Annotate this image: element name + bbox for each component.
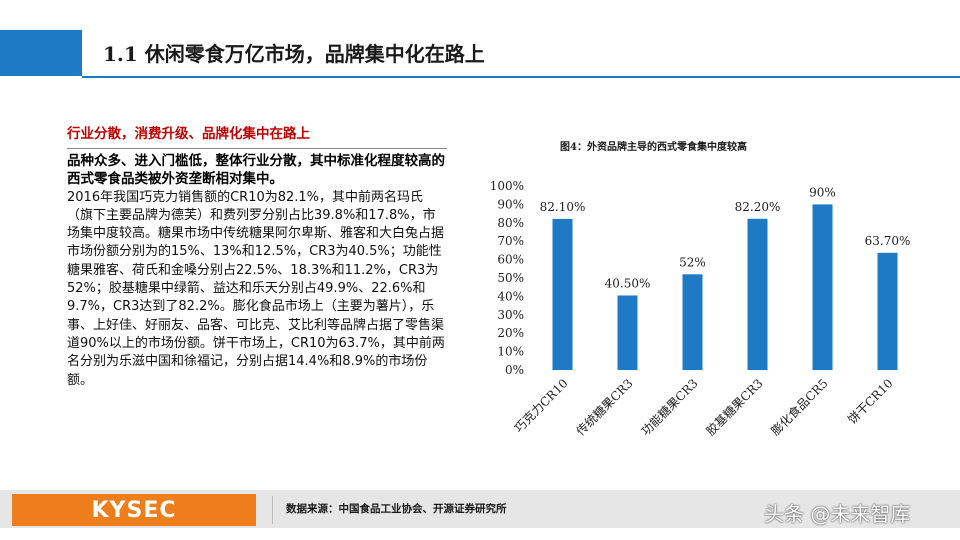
body-paragraph: 2016年我国巧克力销售额的CR10为82.1%，其中前两名玛氏（旗下主要品牌为… [67,189,445,388]
header-bar [0,30,960,76]
x-tick-label: 巧克力CR10 [512,376,571,435]
lead-paragraph: 品种众多、进入门槛低，整体行业分散，其中标准化程度较高的西式零食品类被外资垄断相… [67,153,445,188]
data-source: 数据来源：中国食品工业协会、开源证券研究所 [286,503,507,515]
bar [617,295,638,370]
footer-divider [272,496,273,524]
y-tick-label: 30% [497,308,524,322]
y-tick-label: 20% [497,326,524,340]
data-label: 40.50% [605,276,651,290]
kysec-logo: KYSEC [12,494,256,526]
chart-title: 图4：外资品牌主导的西式零食集中度较高 [560,142,747,153]
data-label: 82.20% [735,200,781,214]
bar [747,218,768,370]
logo-text: KYSEC [91,497,177,523]
data-label: 82.10% [540,200,586,214]
x-tick-label: 膨化食品CR5 [768,376,831,439]
y-tick-label: 0% [505,363,524,377]
data-label: 63.70% [865,234,911,248]
left-text-column: 行业分散，消费升级、品牌化集中在路上 品种众多、进入门槛低，整体行业分散，其中标… [67,124,457,390]
y-tick-label: 100% [490,179,524,193]
y-tick-label: 90% [497,197,524,211]
header-underline [82,76,960,78]
section-subhead: 行业分散，消费升级、品牌化集中在路上 [67,126,310,142]
header-accent-block [0,30,82,76]
bar [682,274,703,370]
bar-chart: 0% 10% 20% 30% 40% 50% 60% 70% 80% 90% 100% 82.10% 巧… [490,179,911,439]
x-tick-label: 传统糖果CR3 [573,376,636,439]
bar [877,252,898,370]
x-tick-label: 胶基糖果CR3 [703,376,766,439]
page-title: 1.1 休闲零食万亿市场，品牌集中化在路上 [103,42,485,66]
subhead-divider [67,148,447,149]
y-tick-label: 40% [497,289,524,303]
data-label: 90% [809,185,836,199]
y-tick-label: 60% [497,253,524,267]
y-tick-label: 80% [497,216,524,230]
watermark: 头条 @未来智库 [764,502,911,526]
data-label: 52% [679,255,706,269]
y-tick-label: 10% [497,345,524,359]
x-tick-label: 功能糖果CR3 [638,376,701,439]
y-tick-label: 70% [497,234,524,248]
x-tick-label: 饼干CR10 [845,376,896,427]
bar [812,204,833,370]
bar [552,218,573,370]
y-tick-label: 50% [497,271,524,285]
